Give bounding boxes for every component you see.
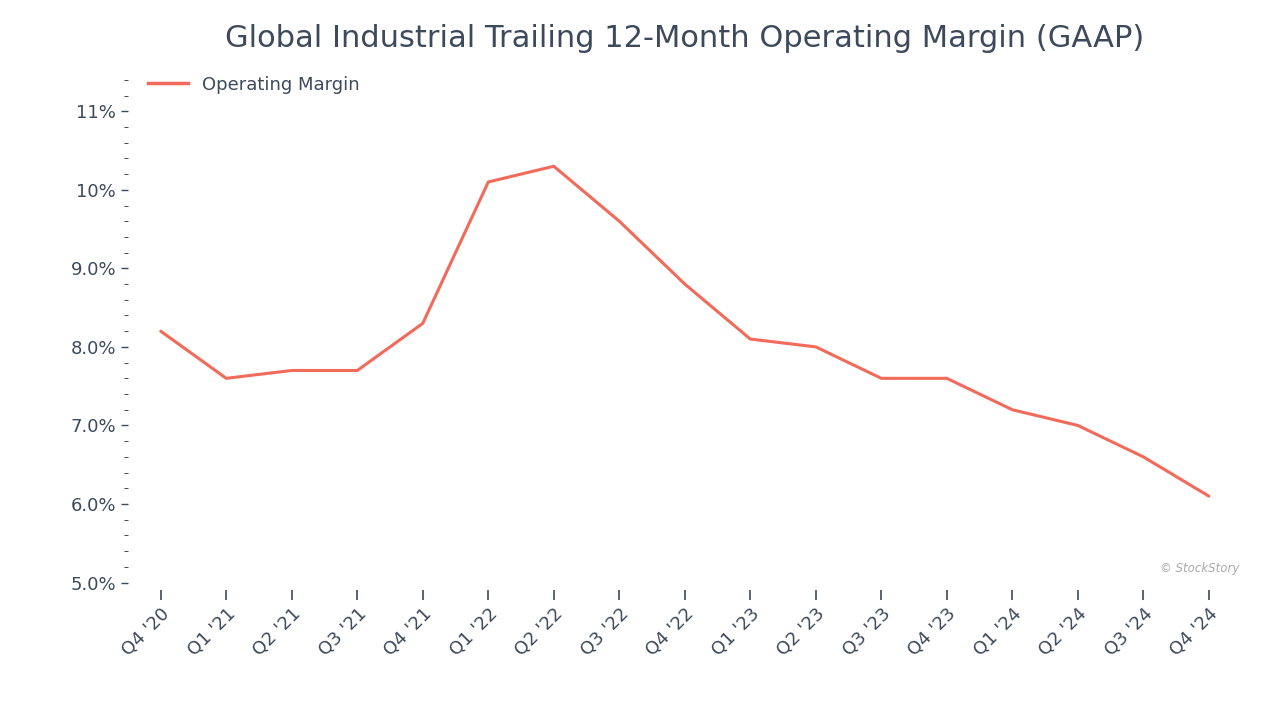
Title: Global Industrial Trailing 12-Month Operating Margin (GAAP): Global Industrial Trailing 12-Month Oper… <box>225 24 1144 53</box>
Legend: Operating Margin: Operating Margin <box>148 76 360 94</box>
Text: © StockStory: © StockStory <box>1160 562 1239 575</box>
